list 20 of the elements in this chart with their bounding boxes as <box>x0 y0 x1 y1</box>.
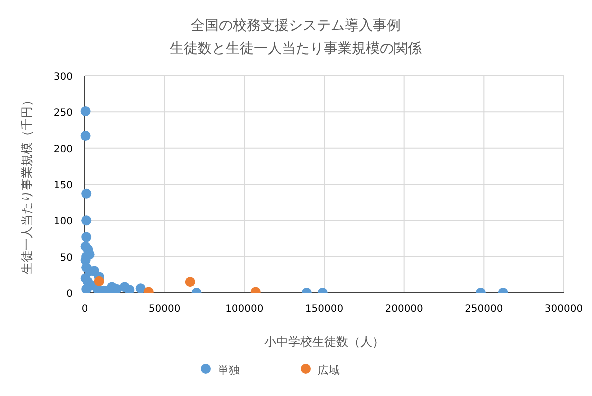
x-tick-label: 100000 <box>226 304 264 315</box>
y-axis-title: 生徒一人当たり事業規模（千円） <box>20 94 34 274</box>
y-tick-label: 250 <box>54 108 73 120</box>
chart-subtitle: 生徒数と生徒一人当たり事業規模の関係 <box>170 41 422 57</box>
chart-title: 全国の校務支援システム導入事例 <box>191 18 401 34</box>
legend-label: 単独 <box>218 364 240 377</box>
x-tick-label: 300000 <box>544 304 584 315</box>
legend-label: 広域 <box>318 364 340 377</box>
y-tick-label: 150 <box>54 180 73 192</box>
x-axis-title: 小中学校生徒数（人） <box>264 335 384 349</box>
x-tick-label: 0 <box>82 304 88 315</box>
x-tick-label: 250000 <box>465 304 504 315</box>
y-tick-label: 100 <box>54 216 73 228</box>
x-tick-label: 200000 <box>385 304 424 315</box>
x-tick-label: 50000 <box>148 304 181 315</box>
y-tick-label: 200 <box>54 144 73 156</box>
y-tick-label: 300 <box>54 72 73 83</box>
y-tick-label: 0 <box>66 289 73 300</box>
x-tick-label: 150000 <box>305 304 344 315</box>
y-tick-label: 50 <box>60 252 73 264</box>
